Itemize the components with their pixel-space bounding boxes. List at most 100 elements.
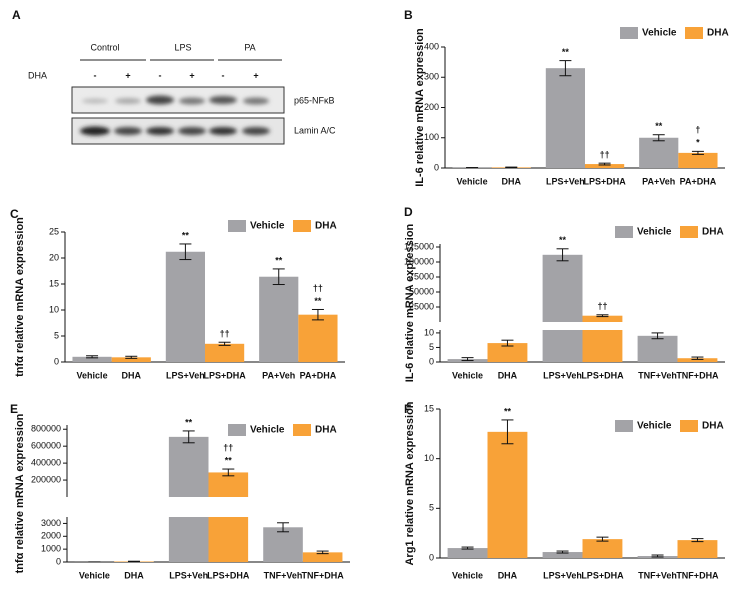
bar — [72, 356, 112, 362]
legend-label: Vehicle — [637, 227, 672, 238]
x-tick-label: LPS+Veh — [166, 370, 205, 380]
x-tick-label: TNF+DHA — [302, 570, 345, 580]
y-tick-label: 25000 — [409, 301, 434, 311]
legend-swatch — [228, 424, 246, 436]
x-tick-label: LPS+Veh — [543, 570, 582, 580]
x-tick-label: TNF+Veh — [264, 570, 303, 580]
legend-label: DHA — [702, 421, 724, 432]
bar — [487, 343, 528, 362]
error-bar — [461, 546, 474, 550]
bar — [165, 251, 205, 362]
error-bar — [598, 162, 611, 166]
group-label: PA — [244, 42, 255, 52]
error-bar — [651, 332, 664, 340]
x-tick-label: PA+Veh — [262, 370, 295, 380]
legend-label: Vehicle — [637, 421, 672, 432]
x-tick-label: DHA — [124, 570, 144, 580]
bar — [542, 552, 583, 558]
bands — [80, 95, 270, 136]
x-tick-label: Vehicle — [452, 370, 483, 380]
error-bar — [125, 355, 138, 359]
error-bar — [86, 355, 99, 359]
band-label: Lamin A/C — [294, 125, 336, 135]
sign: + — [125, 70, 130, 80]
x-tick-label: DHA — [498, 570, 518, 580]
error-bar — [311, 308, 324, 321]
panel-letter: A — [12, 8, 21, 22]
bar — [263, 527, 303, 562]
y-tick-label: 2000 — [41, 531, 61, 541]
significance-mark: ** — [275, 255, 283, 265]
sign: + — [189, 70, 194, 80]
y-tick-label: 200000 — [31, 474, 61, 484]
significance-mark: †† — [600, 150, 610, 160]
bar — [582, 315, 623, 322]
error-bar — [218, 341, 231, 346]
significance-mark: ** — [559, 235, 567, 245]
bar — [205, 343, 245, 362]
y-tick-label: 125000 — [404, 241, 434, 251]
bar-chart: C 0 5 10 15 20 25 tnfα relative mRNA expression… — [10, 207, 345, 380]
y-tick-label: 200 — [424, 102, 439, 112]
significance-mark: † — [695, 125, 700, 135]
x-tick-label: LPS+DHA — [207, 570, 250, 580]
y-tick-label: 10 — [49, 304, 59, 314]
panel-letter: E — [10, 402, 18, 416]
y-tick-label: 5 — [54, 330, 59, 340]
y-tick-label: 75000 — [409, 271, 434, 281]
error-bar — [461, 357, 474, 362]
error-bar — [691, 356, 704, 360]
y-tick-label: 3000 — [41, 518, 61, 528]
legend-swatch — [680, 226, 698, 238]
significance-mark: †† — [220, 329, 230, 339]
bar — [582, 330, 623, 362]
bar — [487, 431, 528, 558]
legend-label: Vehicle — [642, 28, 677, 39]
x-tick-label: PA+Veh — [642, 176, 675, 186]
legend-swatch — [680, 420, 698, 432]
y-tick-label: 600000 — [31, 441, 61, 451]
significance-mark: ** — [182, 230, 190, 240]
error-bar — [652, 134, 665, 142]
sign: - — [222, 70, 225, 80]
error-bar — [316, 550, 329, 555]
x-tick-label: DHA — [502, 176, 522, 186]
legend-swatch — [620, 27, 638, 39]
bar — [678, 152, 718, 168]
bar — [542, 330, 583, 362]
group-label: Control — [90, 42, 119, 52]
bar — [637, 335, 678, 362]
y-tick-label: 5 — [429, 342, 434, 352]
error-bar — [556, 248, 569, 262]
x-tick-label: TNF+DHA — [676, 570, 719, 580]
sign: - — [159, 70, 162, 80]
x-tick-label: LPS+Veh — [169, 570, 208, 580]
error-bar — [556, 550, 569, 554]
bar — [542, 254, 583, 322]
legend-label: Vehicle — [250, 221, 285, 232]
y-tick-label: 5 — [429, 503, 434, 513]
bar — [168, 436, 209, 497]
significance-mark: ** — [562, 47, 570, 57]
x-tick-label: Vehicle — [77, 370, 108, 380]
significance-mark: †† — [313, 283, 323, 293]
y-tick-label: 1000 — [41, 544, 61, 554]
x-tick-label: LPS+DHA — [581, 570, 624, 580]
bar — [298, 314, 338, 362]
significance-mark: ** — [655, 121, 663, 131]
bar — [585, 164, 625, 168]
error-bar — [127, 560, 140, 563]
y-tick-label: 25 — [49, 226, 59, 236]
x-tick-label: LPS+DHA — [203, 370, 246, 380]
western-blot-panel: A Control LPS PA DHA - + - + - + p65- — [12, 8, 336, 145]
y-axis-label: IL-6 relative mRNA expression — [414, 28, 426, 187]
x-tick-label: TNF+Veh — [638, 370, 677, 380]
significance-mark: ** — [185, 417, 193, 427]
x-tick-label: Vehicle — [452, 570, 483, 580]
x-tick-label: LPS+DHA — [583, 176, 626, 186]
y-tick-label: 100000 — [404, 256, 434, 266]
bar-chart: E 0 1000 2000 3000 200000 400000 600000 800000 tn… — [10, 402, 350, 580]
significance-mark: ** — [314, 296, 322, 306]
y-axis-label: IL-6 relative mRNA expression — [404, 223, 416, 382]
